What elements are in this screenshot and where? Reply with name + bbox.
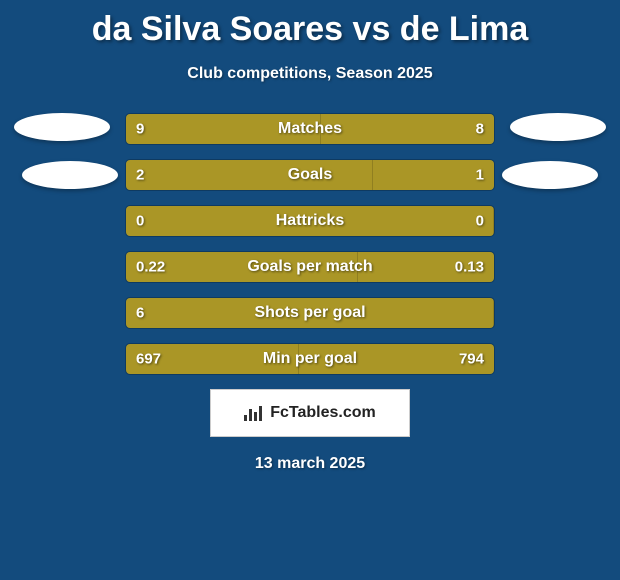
subtitle: Club competitions, Season 2025 [0, 65, 620, 83]
stat-row: 21Goals [125, 159, 495, 191]
date-label: 13 march 2025 [0, 455, 620, 473]
stat-row: 697794Min per goal [125, 343, 495, 375]
stat-fill-right [358, 252, 494, 282]
stat-fill-left [126, 252, 358, 282]
comparison-area: 98Matches 21Goals 00Hattricks 0.220.13Goals… [0, 113, 620, 473]
logo-text: FcTables.com [270, 404, 376, 422]
fctables-logo[interactable]: FcTables.com [210, 389, 410, 437]
page-title: da Silva Soares vs de Lima [0, 0, 620, 49]
stat-fill-right [321, 114, 494, 144]
player-left-avatar-bottom [22, 161, 118, 189]
stat-fill-left [126, 206, 494, 236]
player-right-avatar-bottom [502, 161, 598, 189]
stat-fill-left [126, 298, 494, 328]
stat-fill-left [126, 114, 321, 144]
stat-bars: 98Matches 21Goals 00Hattricks 0.220.13Goals… [125, 113, 495, 375]
stat-row: 00Hattricks [125, 205, 495, 237]
stat-row: 0.220.13Goals per match [125, 251, 495, 283]
stat-fill-right [299, 344, 494, 374]
player-right-avatar-top [510, 113, 606, 141]
stat-fill-left [126, 344, 299, 374]
stat-row: 98Matches [125, 113, 495, 145]
stat-fill-right [373, 160, 494, 190]
player-left-avatar-top [14, 113, 110, 141]
chart-icon [244, 405, 264, 421]
stat-row: 6Shots per goal [125, 297, 495, 329]
stat-fill-left [126, 160, 373, 190]
